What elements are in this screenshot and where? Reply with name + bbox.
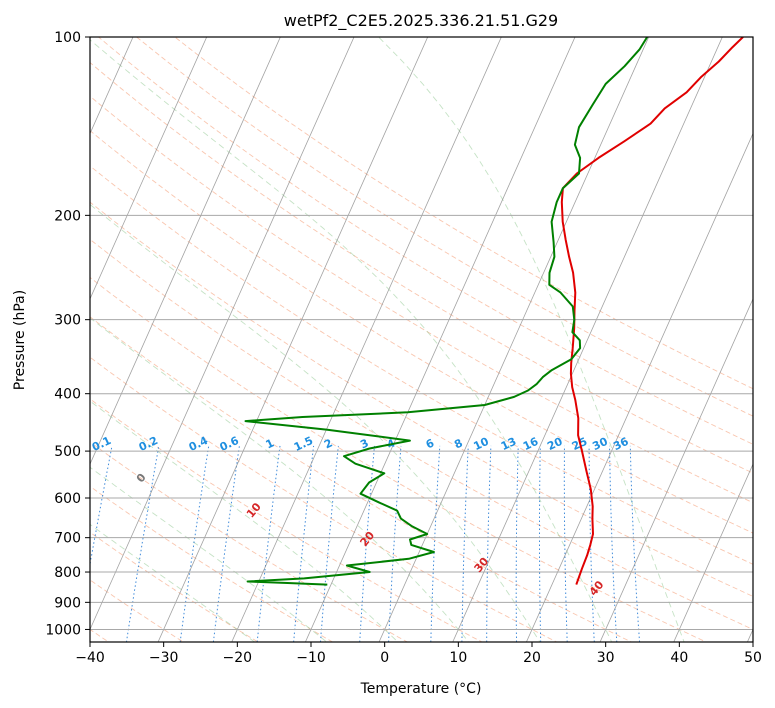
isotherm-line [304,37,576,642]
y-tick-label: 1000 [45,622,81,638]
y-tick-label: 600 [54,491,81,507]
x-tick-label: −40 [75,650,105,666]
dry-adiabat-line [90,201,753,597]
y-tick-label: 400 [54,387,81,403]
mixing-ratio-label: 36 [611,435,631,453]
isotherm-line [599,297,753,642]
y-tick-label: 800 [54,565,81,581]
y-tick-label: 900 [54,595,81,611]
mixing-ratio-label: 30 [590,435,610,453]
mixing-ratio-label: 20 [545,435,565,453]
x-tick-label: 10 [449,650,467,666]
dry-adiabat-line [90,130,753,534]
x-tick-label: −20 [223,650,253,666]
y-tick-label: 300 [54,313,81,329]
mixing-ratio-label: 13 [499,435,518,453]
isotherm-line [378,37,650,642]
plot-frame [89,36,754,643]
chart-title: wetPf2_C2E5.2025.336.21.51.G29 [284,11,558,31]
isotherm-line [90,37,208,300]
dry-adiabat-line [90,441,409,642]
x-tick-label: 20 [523,650,541,666]
moist-adiabat-line [90,523,256,642]
series-layer [244,37,744,586]
isotherm-line [673,463,753,642]
dry-adiabat-line [90,276,708,642]
moist-adiabat-line [90,317,470,642]
y-tick-label: 200 [54,208,81,224]
isotherm-line [231,37,502,642]
moist-adiabat-line [378,37,685,642]
x-tick-label: 40 [670,650,688,666]
dry-adiabat-line [90,95,753,504]
dry-adiabat-line [97,37,753,445]
mixing-ratio-label: 10 [472,435,492,453]
isotherm-line [90,37,134,135]
x-axis-title: Temperature (°C) [360,681,482,697]
mixing-ratio-label: 16 [521,435,541,453]
grid-lines [90,37,753,642]
dry-adiabat-line [90,398,483,642]
x-tick-label: 50 [744,650,762,666]
plot-background [90,37,753,642]
isotherm-line [452,37,723,642]
dry-adiabat-line [174,37,753,390]
isotherm-line [157,37,429,642]
y-tick-label: 100 [54,30,81,46]
x-tick-label: −10 [296,650,326,666]
dry-adiabat-line [90,485,334,642]
dry-adiabat-line [90,531,259,642]
x-axis: −40 −30 −20 −10 0 10 20 30 40 50 [75,642,762,666]
isotherm-line [90,37,355,631]
isotherm-line [525,132,753,642]
y-axis: 100 200 300 400 500 600 700 800 900 1000 [45,30,90,638]
x-tick-label: −30 [149,650,179,666]
dewpoint-profile-line [244,37,649,586]
x-tick-label: 30 [597,650,615,666]
y-tick-label: 700 [54,531,81,547]
isotherm-line [90,37,281,466]
y-axis-title: Pressure (hPa) [12,290,28,390]
dry-adiabat-line [90,238,753,630]
dry-adiabat-line [90,316,633,642]
dry-adiabat-line [135,37,753,417]
x-tick-label: 0 [380,650,389,666]
dry-adiabat-line [90,62,753,474]
y-tick-label: 500 [54,444,81,460]
